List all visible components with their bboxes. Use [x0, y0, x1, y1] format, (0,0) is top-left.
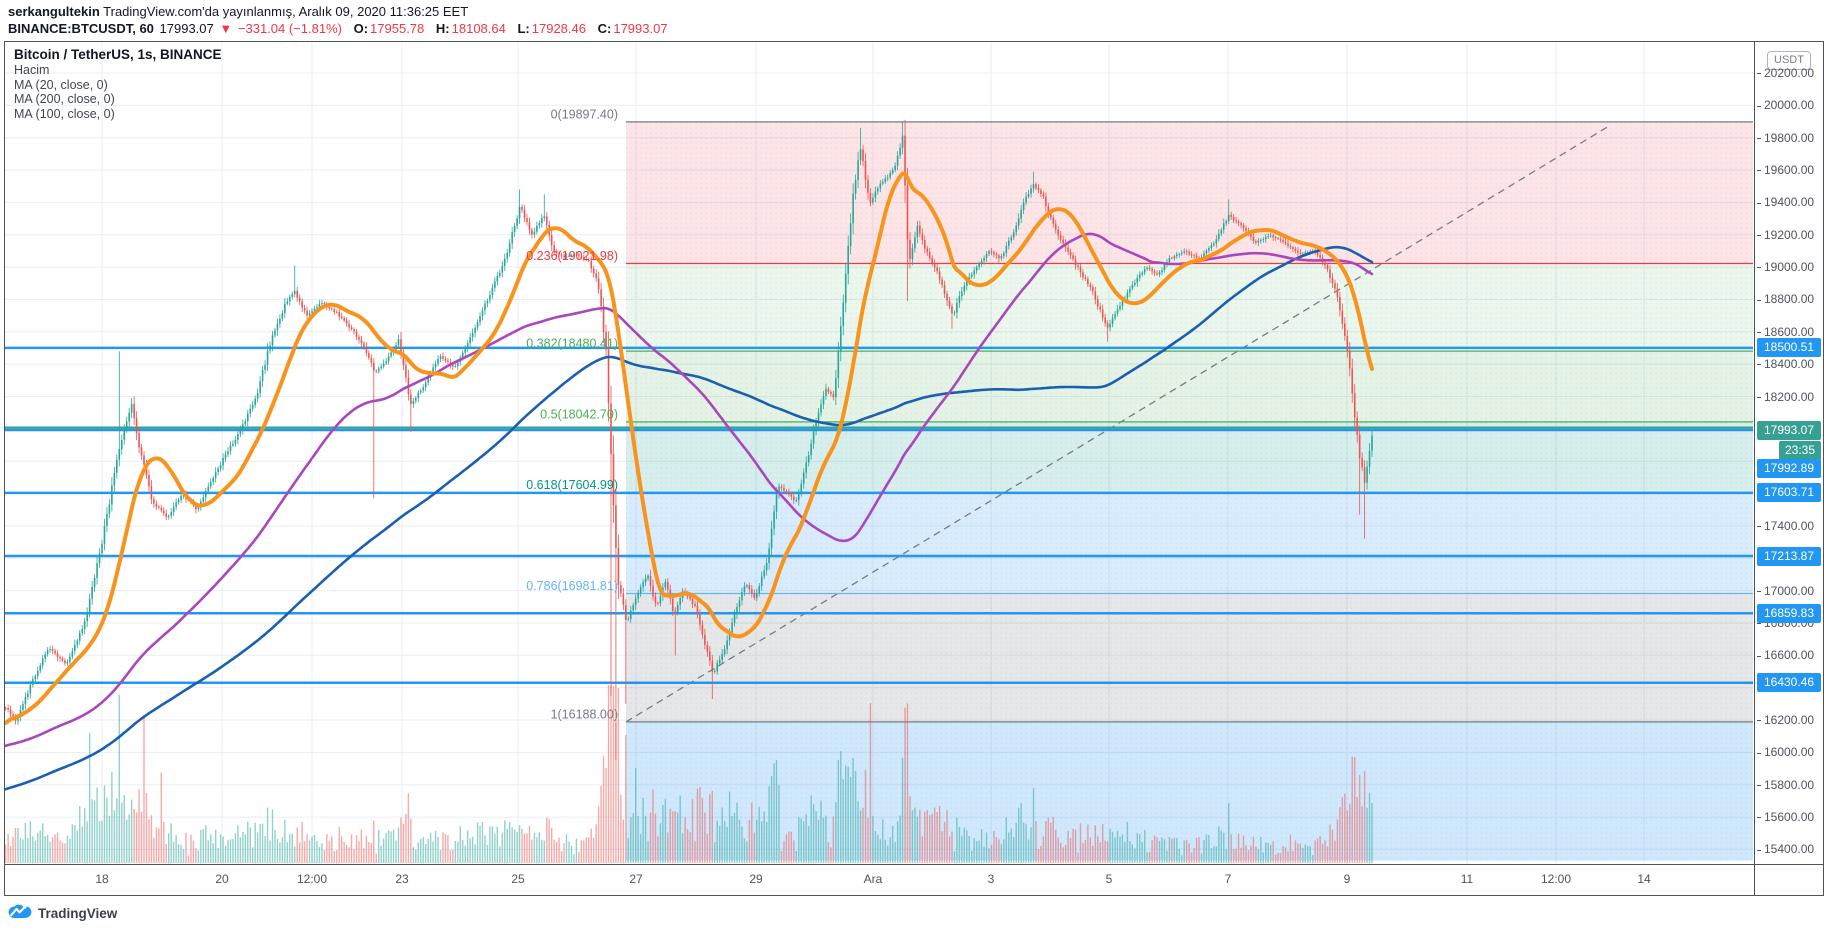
price-tick-label: 18600.00 [1756, 325, 1823, 339]
publish-info: serkangultekin TradingView.com'da yayınl… [8, 3, 670, 20]
fib-retracement-zones[interactable] [626, 121, 1753, 861]
high-label: H: [435, 21, 450, 36]
price-tick-label: 15800.00 [1756, 778, 1823, 792]
price-line-badge: 17213.87 [1757, 546, 1821, 566]
svg-text:0.618(17604.99): 0.618(17604.99) [526, 478, 618, 492]
symbol-name[interactable]: BINANCE:BTCUSDT, 60 [8, 21, 154, 36]
close-label: C: [597, 21, 612, 36]
currency-badge: USDT [1767, 51, 1811, 70]
chart-plot-area[interactable]: 0(19897.40) 0.236(19021.98) 0.382(18480.41… [5, 42, 1753, 864]
svg-text:0.5(18042.70): 0.5(18042.70) [540, 407, 618, 421]
down-arrow-icon: ▼ [219, 21, 233, 36]
price-axis-separator [1754, 42, 1755, 895]
price-line-badge: 18500.51 [1757, 338, 1821, 358]
chart-widget: 0(19897.40) 0.236(19021.98) 0.382(18480.41… [4, 41, 1824, 896]
ma200-line [5, 245, 1374, 791]
time-tick-label: 29 [749, 872, 763, 886]
low-label: L: [517, 21, 530, 36]
high-value: 18108.64 [451, 21, 506, 36]
price-line-badge: 17603.71 [1757, 483, 1821, 503]
price-tick-label: 19400.00 [1756, 195, 1823, 209]
time-tick-label: 9 [1343, 872, 1351, 886]
price-tick-label: 17000.00 [1756, 584, 1823, 598]
symbol-status-line: BINANCE:BTCUSDT, 60 17993.07 ▼ −331.04 (… [8, 20, 670, 37]
open-value: 17955.78 [370, 21, 425, 36]
price-axis[interactable]: USDT 20200.00 20000.00 19800.00 19600.00 194… [1756, 42, 1823, 864]
countdown-badge: 23:35 [1779, 440, 1821, 460]
tradingview-logo-icon[interactable] [8, 904, 32, 922]
price-tick-label: 19800.00 [1756, 131, 1823, 145]
time-tick-label: 20 [215, 872, 229, 886]
price-tick-label: 17400.00 [1756, 519, 1823, 533]
price-tick-label: 16000.00 [1756, 745, 1823, 759]
time-tick-label: 3 [987, 872, 995, 886]
time-tick-label: 23 [395, 872, 409, 886]
svg-text:0.236(19021.98): 0.236(19021.98) [526, 249, 618, 263]
svg-text:0.786(16981.81): 0.786(16981.81) [526, 579, 618, 593]
time-tick-label: Ara [863, 872, 883, 886]
volume-bars [5, 685, 1373, 863]
time-tick-label: 12:00 [296, 872, 328, 886]
price-tick-label: 19600.00 [1756, 163, 1823, 177]
time-axis-separator [5, 864, 1823, 865]
price-tick-label: 16600.00 [1756, 648, 1823, 662]
ma100-line [5, 232, 1374, 748]
price-tick-label: 19000.00 [1756, 260, 1823, 274]
price-tick-label: 15600.00 [1756, 810, 1823, 824]
time-tick-label: 14 [1637, 872, 1651, 886]
svg-text:1(16188.00): 1(16188.00) [551, 707, 618, 721]
price-tick-label: 19200.00 [1756, 228, 1823, 242]
open-label: O: [353, 21, 369, 36]
last-price-badge: 17993.07 [1757, 420, 1821, 440]
svg-text:0.382(18480.41): 0.382(18480.41) [526, 337, 618, 351]
time-axis[interactable]: 18 20 12:00 23 25 27 29 Ara 3 5 7 9 11 12:00 14 [5, 865, 1754, 895]
price-line-badge: 16430.46 [1757, 673, 1821, 693]
time-tick-label: 5 [1105, 872, 1113, 886]
price-tick-label: 18800.00 [1756, 292, 1823, 306]
publish-text: TradingView.com'da yayınlanmış, Aralık 0… [103, 4, 469, 19]
close-value: 17993.07 [613, 21, 668, 36]
last-price: 17993.07 [159, 21, 214, 36]
price-tick-label: 15400.00 [1756, 842, 1823, 856]
time-tick-label: 27 [629, 872, 643, 886]
header: serkangultekin TradingView.com'da yayınl… [8, 3, 670, 37]
price-tick-label: 18400.00 [1756, 357, 1823, 371]
author-name[interactable]: serkangultekin [8, 4, 100, 19]
horizontal-ray-lines[interactable] [5, 346, 1753, 684]
price-tick-label: 18200.00 [1756, 390, 1823, 404]
time-tick-label: 7 [1224, 872, 1232, 886]
price-tick-label: 20200.00 [1756, 66, 1823, 80]
tradingview-wordmark[interactable]: TradingView [38, 905, 118, 921]
time-tick-label: 18 [95, 872, 109, 886]
ma20-line [5, 171, 1374, 725]
price-tick-label: 16200.00 [1756, 713, 1823, 727]
footer: TradingView [8, 899, 117, 927]
price-line-badge: 17992.89 [1757, 458, 1821, 478]
fib-level-labels: 0(19897.40) 0.236(19021.98) 0.382(18480.41… [526, 107, 618, 721]
time-tick-label: 25 [511, 872, 525, 886]
time-tick-label: 11 [1460, 872, 1474, 886]
time-tick-label: 12:00 [1540, 872, 1572, 886]
price-tick-label: 20000.00 [1756, 98, 1823, 112]
price-change: −331.04 (−1.81%) [237, 21, 342, 36]
candlesticks [5, 120, 1373, 761]
price-line-badge: 16859.83 [1757, 603, 1821, 623]
low-value: 17928.46 [531, 21, 586, 36]
svg-text:0(19897.40): 0(19897.40) [551, 107, 618, 121]
